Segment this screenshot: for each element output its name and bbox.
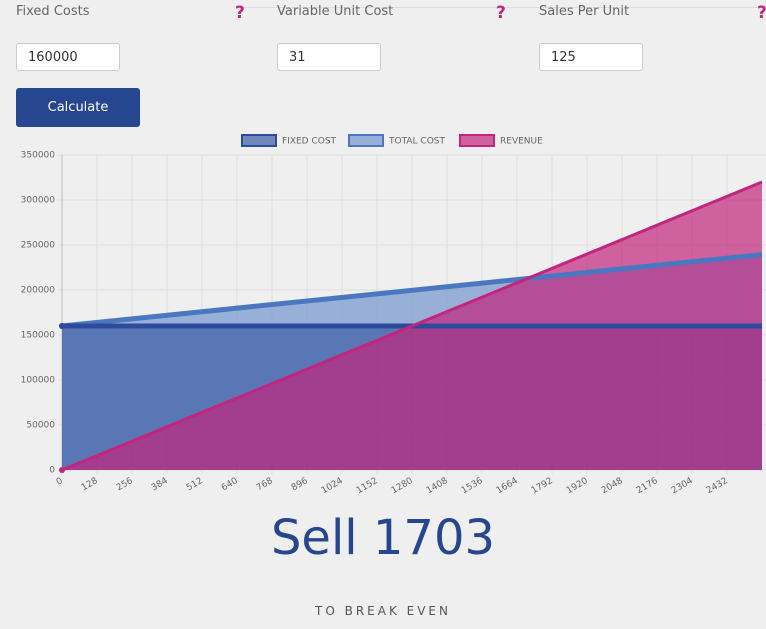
x-tick-label: 384 [150, 476, 170, 493]
x-tick-label: 1920 [565, 476, 590, 496]
point [59, 467, 65, 473]
legend-label: REVENUE [500, 137, 543, 147]
input[interactable]: 31 [277, 43, 381, 71]
x-tick-label: 640 [220, 476, 240, 493]
point [59, 323, 65, 329]
legend-swatch [459, 134, 495, 147]
field-label: Variable Unit Cost [277, 4, 394, 19]
x-tick-label: 1280 [390, 476, 415, 496]
x-tick-label: 768 [255, 476, 275, 493]
x-tick-label: 2432 [705, 476, 730, 496]
legend-swatch [241, 134, 277, 147]
x-tick-label: 2176 [635, 476, 660, 496]
x-tick-label: 2304 [670, 476, 695, 496]
line [61, 252, 763, 329]
x-tick-label: 1024 [320, 476, 345, 496]
x-tick-label: 2048 [600, 476, 625, 496]
y-tick-label: 350000 [21, 151, 56, 161]
x-tick-label: 1792 [530, 476, 555, 496]
x-tick-label: 256 [115, 476, 135, 493]
y-tick-label: 200000 [21, 286, 56, 296]
help-icon[interactable]: ? [496, 3, 506, 23]
y-tick-label: 150000 [21, 331, 56, 341]
calculate-button[interactable]: Calculate [16, 88, 140, 127]
top-border [240, 7, 766, 8]
x-tick-label: 1536 [460, 476, 485, 496]
input[interactable]: 160000 [16, 43, 120, 71]
x-tick-label: 128 [80, 476, 100, 493]
x-tick-label: 1152 [355, 476, 380, 496]
line [61, 180, 763, 472]
headline: Sell 1703 [270, 510, 496, 566]
y-tick-label: 50000 [26, 421, 55, 431]
y-tick-label: 250000 [21, 241, 56, 251]
y-tick-label: 0 [49, 466, 55, 476]
y-tick-label: 100000 [21, 376, 56, 386]
legend-label: FIXED COST [282, 137, 337, 147]
x-tick-label: 1664 [495, 476, 520, 496]
chart: 0 50000 100000 150000 200000 250000 300000 3500… [21, 134, 766, 496]
caption: TO BREAK EVEN [315, 604, 451, 618]
y-tick-label: 300000 [21, 196, 56, 206]
help-icon[interactable]: ? [235, 3, 245, 23]
legend-label: TOTAL COST [388, 137, 445, 147]
x-tick-label: 1408 [425, 476, 450, 496]
legend-swatch [348, 134, 384, 147]
field-label: Sales Per Unit [539, 4, 630, 19]
field-label: Fixed Costs [16, 4, 90, 19]
help-icon[interactable]: ? [757, 3, 766, 23]
x-tick-label: 512 [185, 476, 205, 493]
x-tick-label: 0 [55, 476, 65, 488]
input[interactable]: 125 [539, 43, 643, 71]
x-tick-label: 896 [290, 476, 310, 493]
